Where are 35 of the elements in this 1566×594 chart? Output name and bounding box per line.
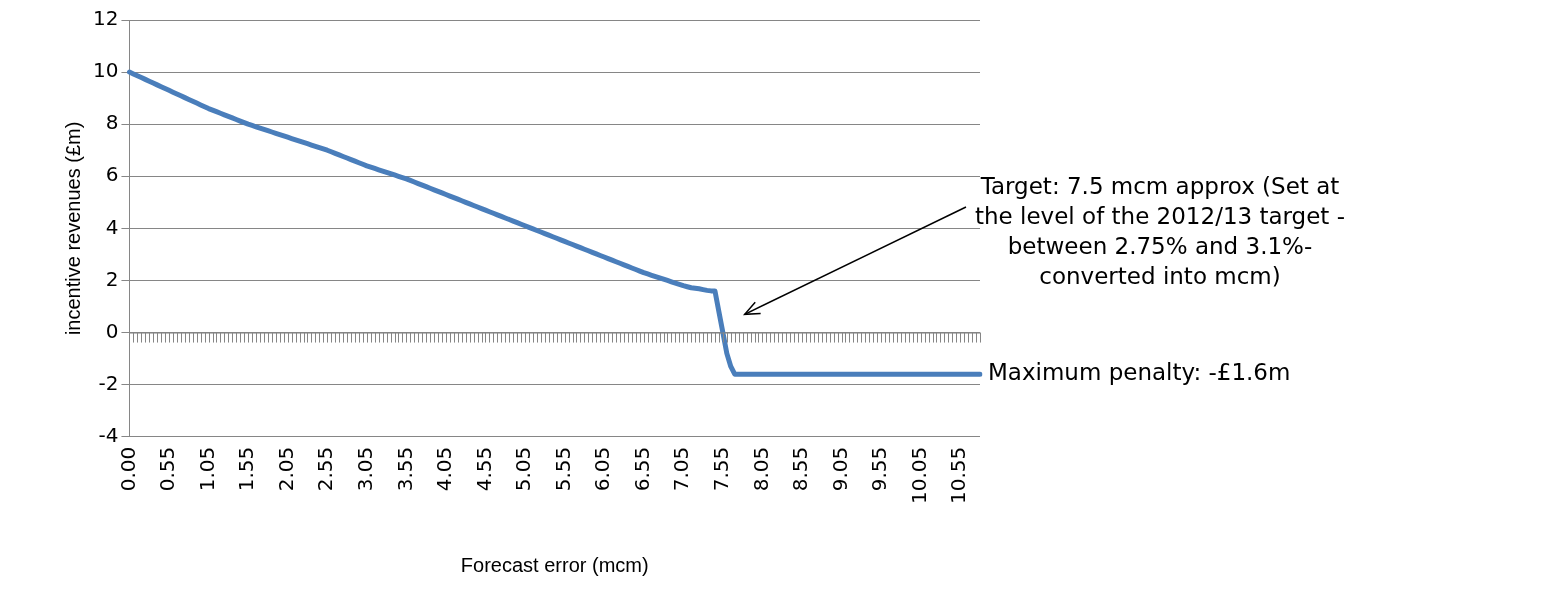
x-tick-label: 4.05	[432, 446, 457, 492]
y-tick-label: -4	[98, 422, 119, 447]
y-tick-label: 0	[105, 318, 119, 343]
y-tick-label: 2	[105, 266, 119, 291]
x-tick-label: 3.05	[353, 446, 378, 492]
x-tick-label: 8.55	[788, 446, 813, 492]
x-tick-label: 9.55	[867, 446, 892, 492]
x-tick-label: 2.55	[313, 446, 338, 492]
x-tick-label: 8.05	[748, 446, 773, 492]
x-tick-label: 6.55	[629, 446, 654, 492]
y-tick-label: 6	[105, 162, 119, 187]
x-tick-label: 5.55	[550, 446, 575, 492]
y-tick-label: 12	[93, 6, 119, 31]
x-tick-label: 3.55	[392, 446, 417, 492]
x-tick-label: 10.05	[906, 446, 931, 505]
y-tick-label: 10	[93, 58, 119, 83]
x-tick-label: 7.55	[709, 446, 734, 492]
x-axis-title: Forecast error (mcm)	[460, 553, 649, 576]
x-tick-label: 1.05	[194, 446, 219, 492]
annotation: Target: 7.5 mcm approx (Set at the level of the 2012/13 target - between 2.75% and 3.1%- converted into mcm)	[975, 172, 1345, 289]
x-tick-label: 0.55	[155, 446, 180, 492]
y-tick-label: 4	[105, 214, 119, 239]
y-tick-label: 8	[105, 110, 119, 135]
y-tick-label: -2	[98, 370, 119, 395]
x-tick-label: 0.00	[115, 446, 140, 492]
x-tick-label: 10.55	[946, 446, 971, 505]
x-tick-label: 2.05	[273, 446, 298, 492]
x-tick-label: 5.05	[511, 446, 536, 492]
x-tick-label: 6.05	[590, 446, 615, 492]
x-tick-label: 7.05	[669, 446, 694, 492]
x-tick-label: 1.55	[234, 446, 259, 492]
text: Maximum penalty: -£1.6m	[988, 359, 1291, 386]
x-tick-label: 9.05	[827, 446, 852, 492]
y-axis-title: incentive revenues (£m)	[61, 121, 84, 336]
x-tick-label: 4.55	[471, 446, 496, 492]
